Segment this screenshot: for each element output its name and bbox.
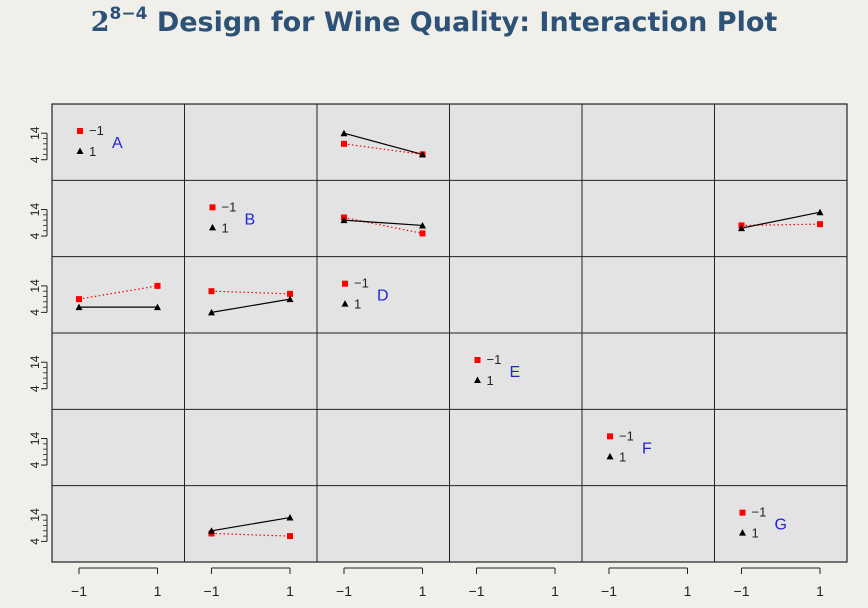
point-plus-D-A: [154, 303, 161, 311]
interaction-line-plus-B-D: [343, 219, 423, 227]
interaction-line-minus-D-A: [78, 285, 158, 300]
x-tick-label: 1: [419, 583, 427, 599]
x-tick-label: −1: [601, 583, 617, 599]
point-plus-G-B: [286, 514, 294, 521]
y-tick-label: 14: [28, 355, 42, 369]
plot-border: [51, 103, 848, 563]
point-plus-G-B: [208, 527, 215, 534]
legend-minus-symbol: [739, 509, 746, 516]
point-plus-A-D: [419, 150, 426, 158]
y-tick-label: 14: [28, 126, 42, 140]
y-tick-label: 4: [28, 385, 42, 392]
legend-plus-symbol: [606, 452, 614, 460]
interaction-line-minus-A-D: [343, 143, 423, 156]
interaction-line-plus-B-G: [741, 211, 821, 229]
legend-plus-label: 1: [619, 449, 626, 464]
point-minus-D-B: [287, 290, 293, 297]
interaction-line-minus-B-D: [343, 216, 423, 234]
interaction-line-minus-D-B: [211, 290, 291, 295]
point-plus-A-D: [340, 129, 348, 137]
x-tick-label: 1: [551, 583, 559, 599]
point-minus-D-A: [76, 296, 82, 303]
factor-label-B: B: [245, 211, 256, 228]
legend-plus-symbol: [209, 223, 216, 231]
legend-plus-label: 1: [354, 297, 361, 312]
legend-plus-label: 1: [89, 144, 96, 159]
interaction-line-plus-A-D: [343, 132, 423, 156]
factor-label-D: D: [377, 288, 389, 305]
x-tick-label: −1: [469, 583, 485, 599]
x-tick-label: 1: [154, 583, 162, 599]
legend-plus-symbol: [739, 529, 746, 536]
legend-plus-label: 1: [222, 220, 229, 235]
factor-label-F: F: [642, 440, 652, 457]
point-minus-D-A: [154, 282, 161, 289]
point-minus-G-B: [287, 533, 293, 540]
legend-minus-label: −1: [354, 276, 369, 291]
point-plus-D-A: [75, 303, 83, 311]
factor-label-A: A: [112, 135, 123, 152]
title-text: Design for Wine Quality: Interaction Plo…: [156, 7, 778, 38]
point-plus-B-G: [738, 224, 745, 232]
y-tick-label: 4: [28, 538, 42, 545]
point-minus-B-D: [419, 230, 426, 237]
x-tick-label: −1: [204, 583, 220, 599]
point-plus-B-D: [340, 216, 348, 224]
title-base: 2: [90, 7, 110, 38]
factor-label-E: E: [510, 364, 521, 381]
x-tick-label: −1: [734, 583, 750, 599]
y-tick-label: 4: [28, 232, 42, 239]
legend-minus-label: −1: [222, 199, 237, 214]
legend-plus-label: 1: [752, 526, 759, 541]
x-tick-label: −1: [71, 583, 87, 599]
legend-minus-symbol: [209, 204, 216, 211]
point-minus-D-B: [208, 288, 215, 295]
y-tick-label: 4: [28, 156, 42, 163]
x-tick-label: 1: [684, 583, 692, 599]
interaction-line-minus-G-B: [211, 532, 291, 537]
legend-minus-label: −1: [89, 123, 104, 138]
legend-plus-symbol: [474, 376, 481, 383]
interaction-line-plus-D-B: [211, 298, 291, 313]
legend-minus-label: −1: [487, 352, 502, 367]
y-tick-label: 14: [28, 279, 42, 293]
y-tick-label: 4: [28, 461, 42, 468]
x-tick-label: −1: [336, 583, 352, 599]
axes: 14 4 14 4 14 4 14 4 14 4 14 4 −1 1 −1 1 −1 1 −1 1 −1 1 −1 1: [28, 126, 824, 599]
chart-marks: −1 1 A −1 1 B −1 1 D −1 1 E −1 1 F −1 1 G: [75, 123, 824, 541]
legend-minus-symbol: [77, 128, 83, 134]
legend-minus-symbol: [474, 357, 481, 363]
x-tick-label: 1: [816, 583, 824, 599]
y-tick-label: 4: [28, 309, 42, 316]
point-plus-B-D: [419, 221, 426, 229]
x-tick-label: 1: [286, 583, 294, 599]
legend-minus-label: −1: [752, 505, 767, 520]
panel-grid: [51, 103, 848, 563]
point-plus-D-B: [286, 295, 294, 303]
legend-minus-symbol: [342, 280, 348, 287]
y-tick-label: 14: [28, 432, 42, 446]
chart-title: 28−4 Design for Wine Quality: Interactio…: [0, 4, 868, 38]
title-exponent: 8−4: [109, 4, 148, 24]
point-minus-A-D: [341, 140, 347, 147]
legend-minus-symbol: [607, 433, 613, 440]
y-tick-label: 14: [28, 508, 42, 522]
point-minus-B-G: [817, 221, 823, 228]
legend-plus-symbol: [76, 147, 84, 154]
legend-minus-label: −1: [619, 428, 634, 443]
interaction-line-plus-G-B: [211, 516, 291, 532]
legend-plus-symbol: [341, 300, 349, 307]
point-plus-D-B: [208, 308, 215, 316]
point-plus-B-G: [816, 208, 824, 216]
legend-plus-label: 1: [487, 373, 494, 388]
factor-label-G: G: [775, 517, 787, 534]
y-tick-label: 14: [28, 203, 42, 217]
